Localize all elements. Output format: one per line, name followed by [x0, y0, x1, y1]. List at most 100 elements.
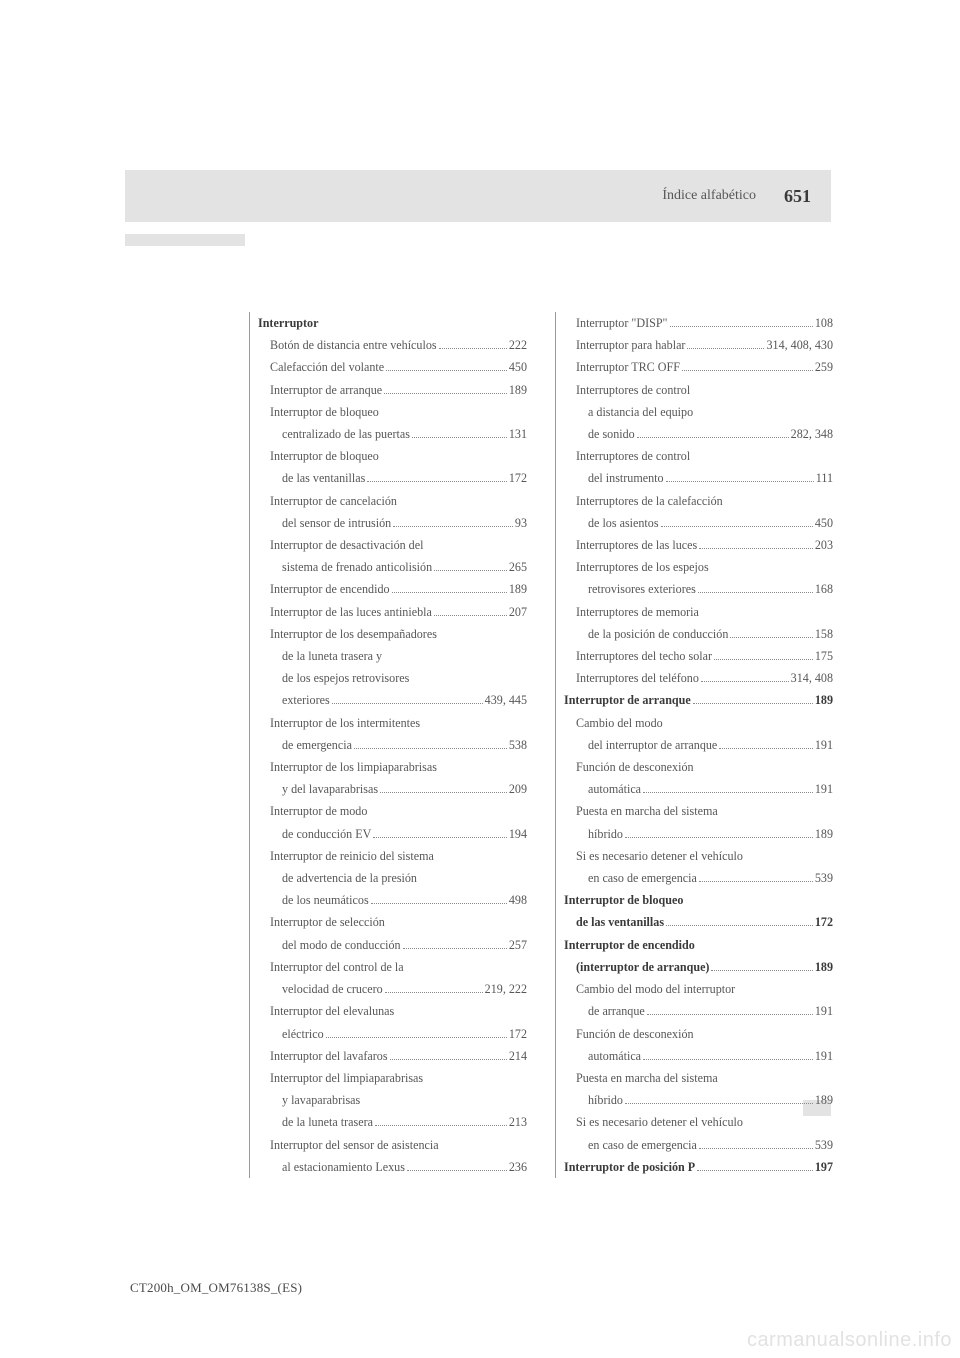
index-page-ref: 108 [815, 312, 833, 334]
index-page-ref: 158 [815, 623, 833, 645]
index-label: Interruptor del elevalunas [270, 1000, 394, 1022]
index-label: del modo de conducción [282, 934, 401, 956]
index-line: Interruptor de modo [258, 800, 527, 822]
index-page-ref: 189 [509, 379, 527, 401]
index-line: al estacionamiento Lexus236 [258, 1156, 527, 1178]
index-label: de arranque [588, 1000, 645, 1022]
index-page-ref: 259 [815, 356, 833, 378]
index-line: del interruptor de arranque191 [564, 734, 833, 756]
index-label: de los asientos [588, 512, 659, 534]
index-line: Cambio del modo del interruptor [564, 978, 833, 1000]
index-label: exteriores [282, 689, 330, 711]
index-line: de la luneta trasera213 [258, 1111, 527, 1133]
index-page-ref: 172 [509, 467, 527, 489]
index-label: sistema de frenado anticolisión [282, 556, 432, 578]
index-line: de conducción EV194 [258, 823, 527, 845]
index-line: en caso de emergencia539 [564, 867, 833, 889]
index-page-ref: 498 [509, 889, 527, 911]
leader-dots [385, 992, 483, 993]
leader-dots [403, 948, 507, 949]
leader-dots [625, 837, 813, 838]
index-label: Interruptores de control [576, 445, 690, 467]
index-label: Interruptor de cancelación [270, 490, 397, 512]
index-line: de emergencia538 [258, 734, 527, 756]
index-line: Interruptores del techo solar175 [564, 645, 833, 667]
leader-dots [434, 615, 507, 616]
index-line: Interruptor "DISP"108 [564, 312, 833, 334]
index-page-ref: 172 [815, 911, 833, 933]
index-label: Interruptores de las luces [576, 534, 697, 556]
index-page-ref: 191 [815, 778, 833, 800]
leader-dots [730, 637, 812, 638]
leader-dots [367, 481, 507, 482]
leader-dots [699, 548, 813, 549]
index-line: Interruptor de reinicio del sistema [258, 845, 527, 867]
index-label: Interruptor de encendido [270, 578, 390, 600]
leader-dots [666, 925, 813, 926]
index-line: de los espejos retrovisores [258, 667, 527, 689]
index-line: Interruptores del teléfono314, 408 [564, 667, 833, 689]
index-label: Función de desconexión [576, 1023, 694, 1045]
index-line: Interruptor del limpiaparabrisas [258, 1067, 527, 1089]
index-line: Interruptores de la calefacción [564, 490, 833, 512]
index-label: Interruptores de control [576, 379, 690, 401]
index-line: retrovisores exteriores168 [564, 578, 833, 600]
index-label: de las ventanillas [576, 911, 664, 933]
index-line: en caso de emergencia539 [564, 1134, 833, 1156]
index-line: Interruptor del lavafaros214 [258, 1045, 527, 1067]
index-label: Interruptor de modo [270, 800, 367, 822]
index-page-ref: 93 [515, 512, 527, 534]
leader-dots [643, 792, 813, 793]
index-line: del sensor de intrusión93 [258, 512, 527, 534]
index-page-ref: 222 [509, 334, 527, 356]
index-label: Interruptor de los limpiaparabrisas [270, 756, 437, 778]
index-line: automática191 [564, 778, 833, 800]
leader-dots [714, 659, 813, 660]
header-bar: Índice alfabético 651 [125, 170, 831, 222]
index-line: Interruptor de bloqueo [564, 889, 833, 911]
leader-dots [434, 570, 507, 571]
index-label: Interruptores de los espejos [576, 556, 709, 578]
index-line: Interruptores de los espejos [564, 556, 833, 578]
index-label: Interruptor de bloqueo [270, 445, 379, 467]
index-label: de la posición de conducción [588, 623, 728, 645]
index-line: de arranque191 [564, 1000, 833, 1022]
index-label: Interruptor de arranque [270, 379, 382, 401]
index-page-ref: 314, 408 [791, 667, 833, 689]
index-label: en caso de emergencia [588, 1134, 697, 1156]
index-label: Interruptores de la calefacción [576, 490, 723, 512]
index-line: Interruptor de los desempañadores [258, 623, 527, 645]
index-label: del instrumento [588, 467, 664, 489]
index-line: Interruptor de las luces antiniebla207 [258, 601, 527, 623]
leader-dots [693, 703, 813, 704]
index-label: Interruptor del sensor de asistencia [270, 1134, 439, 1156]
index-page-ref: 189 [509, 578, 527, 600]
index-content: InterruptorBotón de distancia entre vehí… [249, 312, 839, 1178]
index-page-ref: 209 [509, 778, 527, 800]
index-page-ref: 439, 445 [485, 689, 527, 711]
index-page-ref: 168 [815, 578, 833, 600]
index-line: Interruptores de memoria [564, 601, 833, 623]
index-label: Interruptores del techo solar [576, 645, 712, 667]
index-label: Interruptor de encendido [564, 934, 695, 956]
index-line: de advertencia de la presión [258, 867, 527, 889]
index-label: de emergencia [282, 734, 352, 756]
index-line: Interruptor TRC OFF259 [564, 356, 833, 378]
index-line: Interruptores de control [564, 379, 833, 401]
index-label: automática [588, 1045, 641, 1067]
index-line: Si es necesario detener el vehículo [564, 1111, 833, 1133]
index-line: Puesta en marcha del sistema [564, 800, 833, 822]
index-page-ref: 450 [509, 356, 527, 378]
index-line: (interruptor de arranque)189 [564, 956, 833, 978]
index-page-ref: 257 [509, 934, 527, 956]
index-line: Función de desconexión [564, 1023, 833, 1045]
index-line: Botón de distancia entre vehículos222 [258, 334, 527, 356]
index-label: y del lavaparabrisas [282, 778, 378, 800]
index-line: de las ventanillas 172 [564, 911, 833, 933]
index-line: a distancia del equipo [564, 401, 833, 423]
index-page-ref: 189 [815, 956, 833, 978]
index-line: Interruptor de los limpiaparabrisas [258, 756, 527, 778]
index-page-ref: 191 [815, 734, 833, 756]
index-label: a distancia del equipo [588, 401, 693, 423]
index-line: Interruptores de las luces203 [564, 534, 833, 556]
